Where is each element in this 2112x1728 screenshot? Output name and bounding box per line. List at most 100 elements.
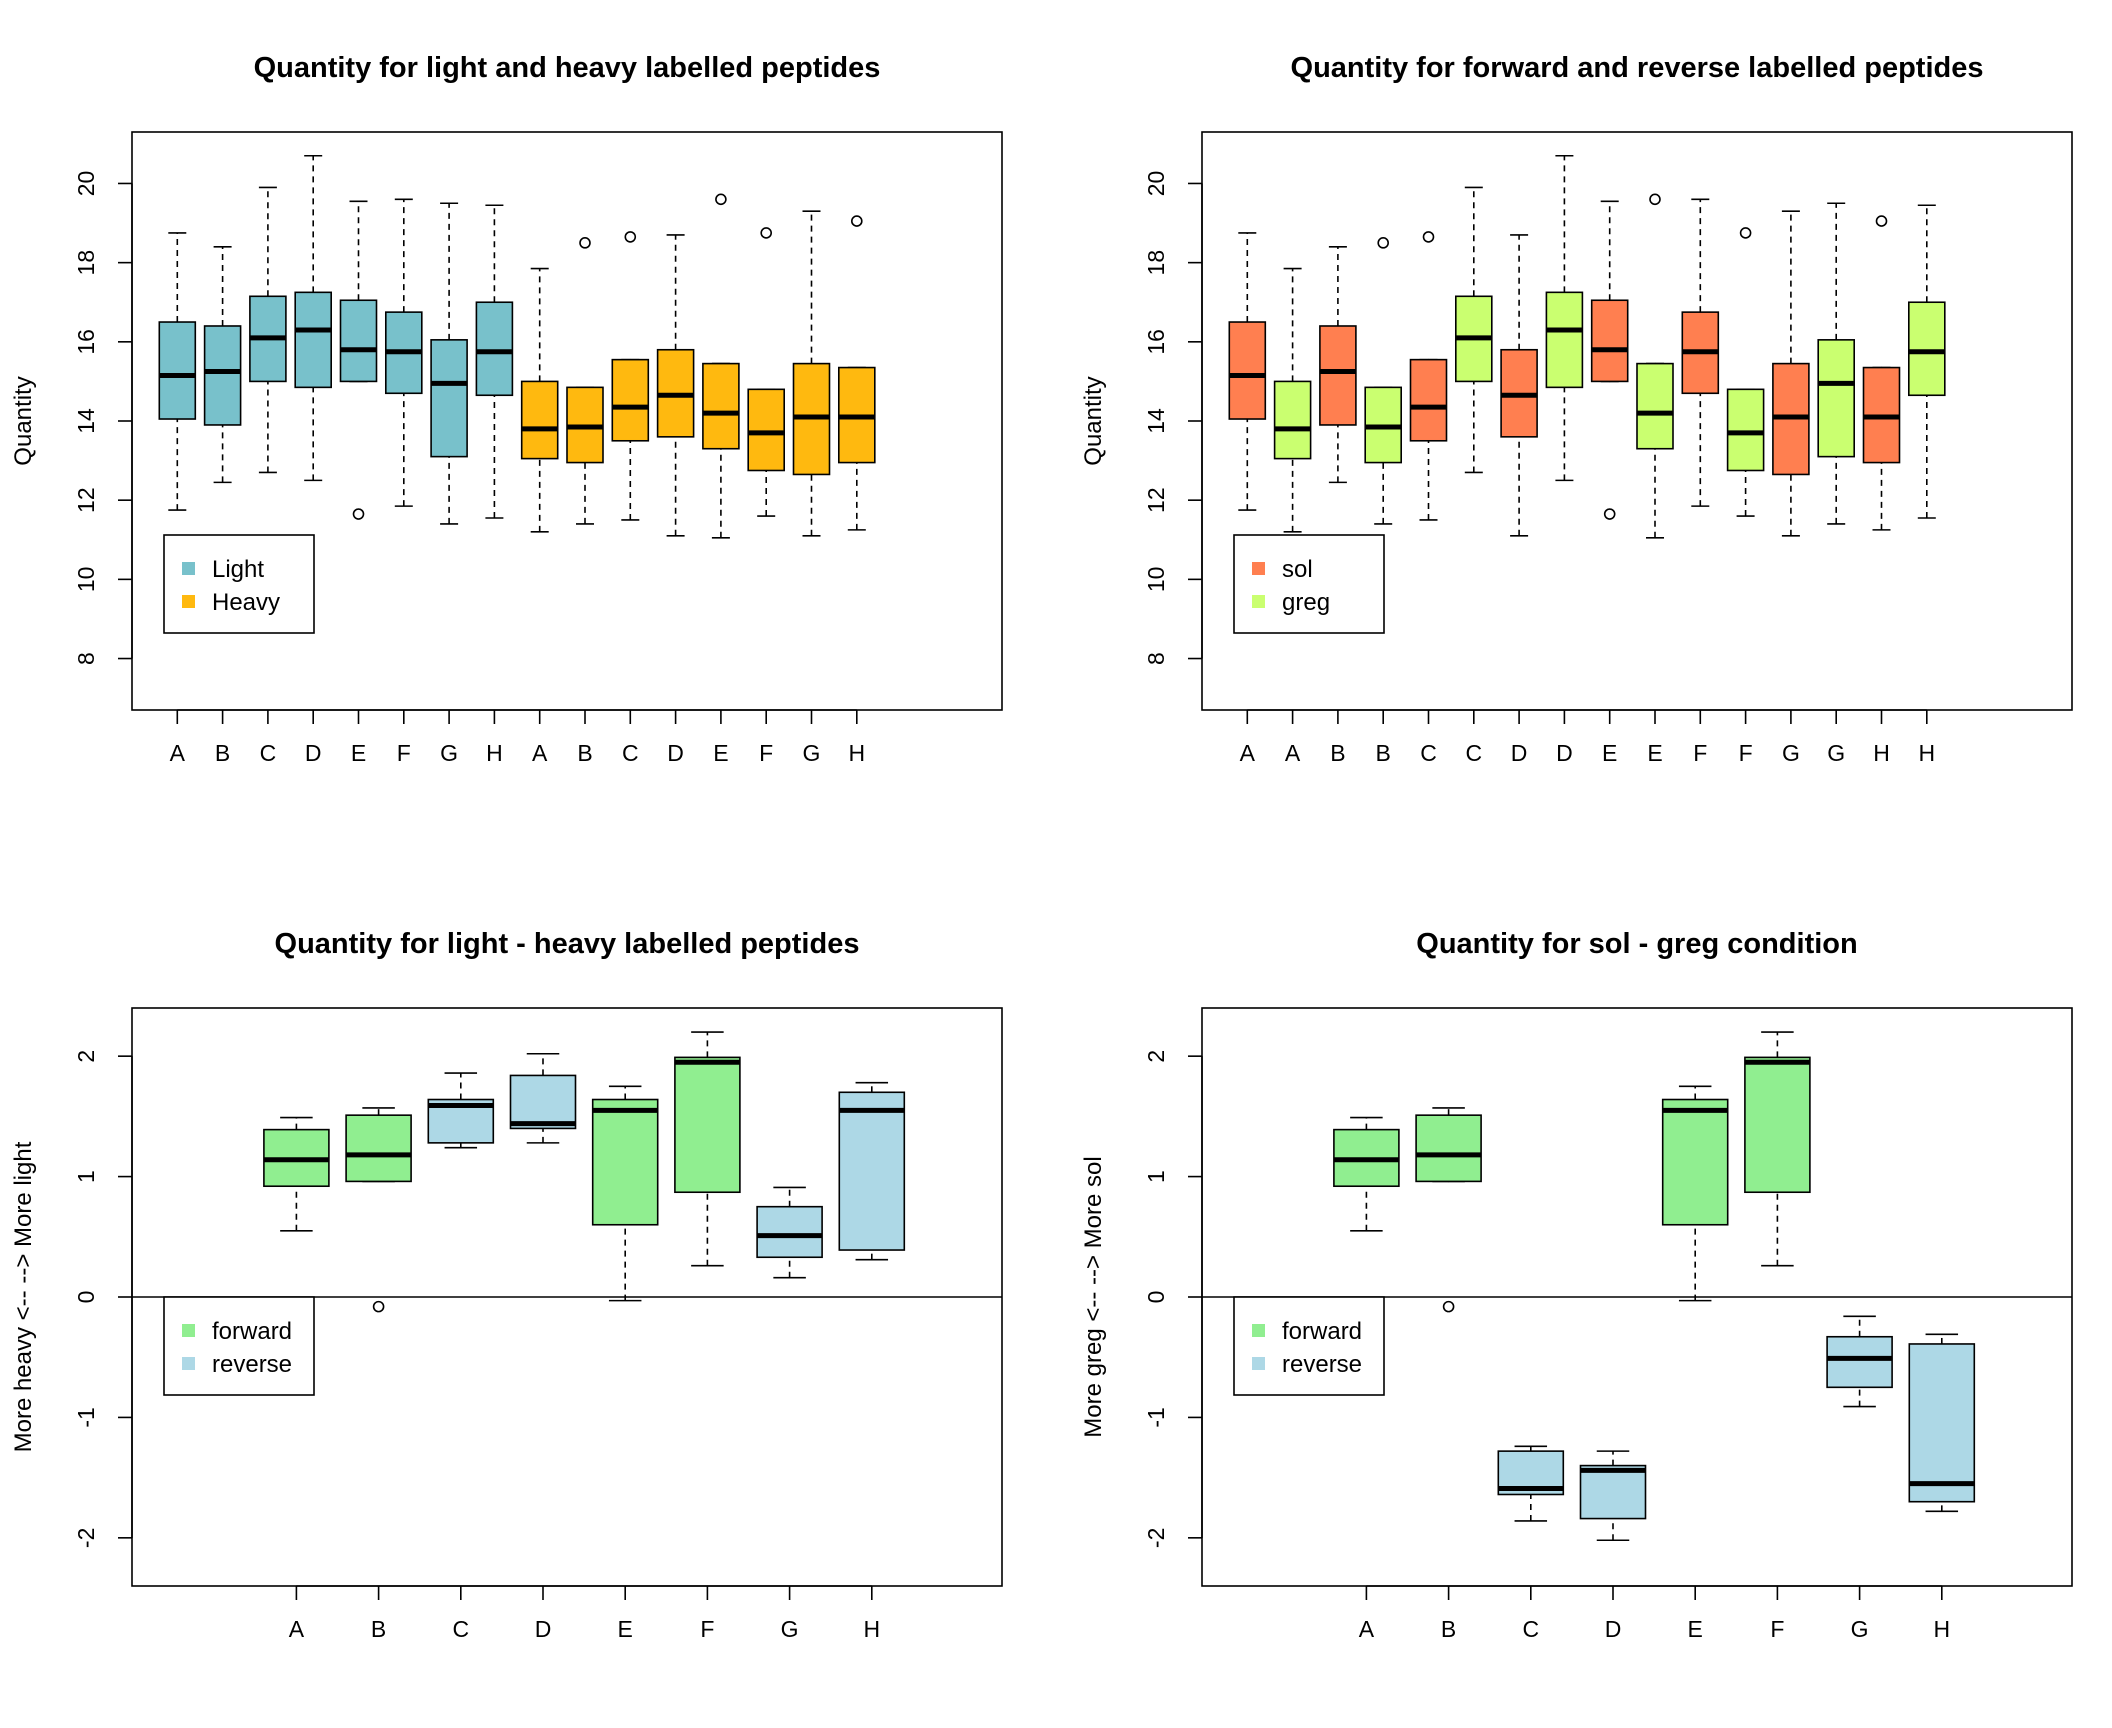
box-2 [1415, 1107, 1482, 1313]
box-1 [158, 232, 197, 511]
x-tick-label: A [532, 740, 548, 766]
x-tick-label: E [713, 740, 728, 766]
box-7 [430, 202, 468, 525]
outlier-point [1875, 215, 1888, 227]
x-tick-label: A [1285, 740, 1301, 766]
box-7 [1500, 234, 1538, 537]
chart-title: Quantity for sol - greg condition [1416, 928, 1857, 960]
y-axis-label: More heavy <-- --> More light [10, 1141, 37, 1452]
plot-frame [131, 1007, 1003, 1587]
y-tick-label: -1 [73, 1407, 99, 1427]
x-tick-label: H [1873, 740, 1890, 766]
y-axis-label: Quantity [10, 376, 37, 465]
legend-label: reverse [1282, 1351, 1362, 1378]
y-tick-label: 18 [73, 250, 99, 276]
x-tick-label: B [1441, 1616, 1456, 1642]
y-tick-label: 14 [73, 408, 99, 434]
x-tick-label: C [452, 1616, 469, 1642]
legend-label: reverse [212, 1351, 292, 1378]
chart-panel-4: Quantity for sol - greg condition More gr… [1080, 928, 2073, 1642]
y-tick-label: 18 [1143, 250, 1169, 276]
box-body [1636, 362, 1674, 450]
outlier-point [579, 237, 591, 249]
x-tick-label: F [759, 740, 773, 766]
y-tick-label: 16 [1143, 329, 1169, 355]
box-body [1661, 1098, 1729, 1226]
box-5 [339, 200, 378, 520]
x-tick-label: H [486, 740, 503, 766]
legend-swatch [1252, 1357, 1265, 1370]
x-tick-label: G [803, 740, 821, 766]
x-tick-label: G [440, 740, 458, 766]
outlier-point [850, 215, 863, 227]
legend-label: sol [1282, 556, 1313, 583]
x-tick-label: C [260, 740, 277, 766]
outlier-point [1442, 1300, 1455, 1313]
box-body [611, 358, 650, 442]
x-tick-label: D [1556, 740, 1573, 766]
x-tick-label: B [1330, 740, 1345, 766]
box-10 [566, 237, 604, 525]
outlier-point [1377, 237, 1389, 249]
y-tick-label: -1 [1143, 1407, 1169, 1427]
y-tick-label: 2 [1143, 1050, 1169, 1063]
box-11 [611, 231, 650, 521]
x-tick-label: D [1605, 1616, 1622, 1642]
legend-label: forward [1282, 1318, 1362, 1345]
outlier-point [352, 508, 365, 520]
x-tick-label: A [289, 1616, 305, 1642]
legend-swatch [1252, 1324, 1265, 1337]
legend-label: forward [212, 1318, 292, 1345]
box-body [1908, 301, 1946, 397]
chart-panel-2: Quantity for forward and reverse labelle… [1080, 52, 2073, 766]
legend: sol greg [1233, 534, 1385, 634]
box-body [756, 1205, 823, 1259]
box-body [702, 362, 740, 450]
x-tick-label: H [1933, 1616, 1950, 1642]
box-8 [1908, 1333, 1976, 1513]
box-body [1817, 339, 1855, 458]
x-tick-label: E [618, 1616, 633, 1642]
legend-label: greg [1282, 589, 1330, 616]
box-5 [1409, 231, 1448, 521]
box-5 [1661, 1085, 1729, 1302]
y-tick-label: 10 [1143, 567, 1169, 593]
box-3 [427, 1072, 495, 1149]
x-tick-label: E [1647, 740, 1662, 766]
chart-title: Quantity for light and heavy labelled pe… [254, 52, 881, 84]
y-tick-label: -2 [1143, 1528, 1169, 1548]
x-tick-label: C [1420, 740, 1437, 766]
y-tick-label: 10 [73, 567, 99, 593]
box-body [430, 339, 468, 458]
legend-label: Heavy [212, 589, 280, 616]
x-tick-label: G [1827, 740, 1845, 766]
x-tick-label: B [1376, 740, 1391, 766]
legend-box [163, 534, 315, 634]
x-tick-label: A [170, 740, 186, 766]
box-16 [1908, 204, 1946, 519]
box-body [1744, 1056, 1811, 1194]
box-body [1415, 1114, 1482, 1183]
x-tick-label: A [1240, 740, 1256, 766]
box-body [674, 1056, 741, 1194]
box-body [1590, 299, 1629, 383]
x-tick-label: G [781, 1616, 799, 1642]
x-tick-label: C [1465, 740, 1482, 766]
plot-frame [1201, 131, 2073, 711]
box-15 [792, 210, 831, 537]
legend-box [163, 1296, 315, 1396]
box-2 [1273, 267, 1312, 533]
box-body [1545, 291, 1584, 389]
box-body [1726, 388, 1765, 472]
x-tick-label: B [215, 740, 230, 766]
box-14 [747, 227, 786, 517]
plot-frame [1201, 1007, 2073, 1587]
box-body [1319, 325, 1357, 426]
box-body [747, 388, 786, 472]
box-1 [1228, 232, 1267, 511]
x-tick-label: C [622, 740, 639, 766]
x-tick-label: C [1522, 1616, 1539, 1642]
x-tick-label: D [305, 740, 322, 766]
x-tick-label: H [863, 1616, 880, 1642]
